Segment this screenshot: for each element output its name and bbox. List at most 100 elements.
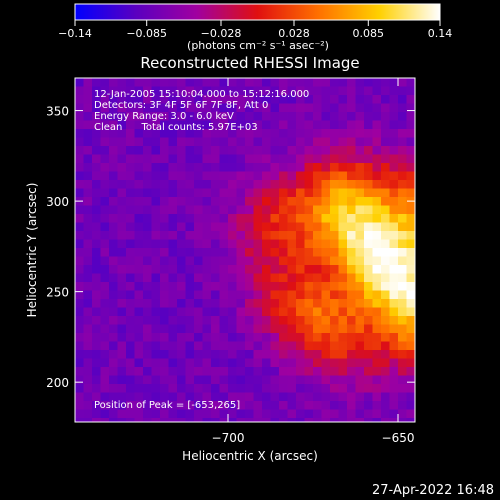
heatmap-cell: [92, 307, 102, 317]
heatmap-cell: [347, 129, 357, 139]
heatmap-cell: [321, 86, 331, 96]
heatmap-cell: [168, 350, 178, 360]
annotation-energy-range: Energy Range: 3.0 - 6.0 keV: [94, 111, 234, 122]
heatmap-cell: [134, 367, 144, 377]
heatmap-cell: [381, 299, 391, 309]
heatmap-cell: [83, 350, 93, 360]
heatmap-cell: [236, 299, 246, 309]
heatmap-cell: [177, 392, 187, 402]
heatmap-cell: [398, 214, 408, 224]
heatmap-cell: [117, 112, 127, 122]
heatmap-cell: [270, 180, 280, 190]
heatmap-cell: [398, 248, 408, 258]
heatmap-cell: [355, 273, 365, 283]
heatmap-cell: [330, 367, 340, 377]
heatmap-cell: [228, 401, 238, 411]
heatmap-cell: [245, 171, 255, 181]
heatmap-cell: [381, 307, 391, 317]
heatmap-cell: [143, 248, 153, 258]
heatmap-cell: [228, 163, 238, 173]
heatmap-cell: [313, 146, 323, 156]
heatmap-cell: [177, 197, 187, 207]
heatmap-cell: [83, 171, 93, 181]
heatmap-cell: [304, 205, 314, 215]
heatmap-cell: [109, 188, 119, 198]
heatmap-cell: [194, 188, 204, 198]
heatmap-cell: [313, 401, 323, 411]
heatmap-cell: [347, 265, 357, 275]
heatmap-cell: [406, 341, 415, 351]
heatmap-cell: [338, 316, 348, 326]
heatmap-cell: [381, 78, 391, 88]
heatmap-cell: [219, 222, 229, 232]
heatmap-cell: [194, 375, 204, 385]
heatmap-cell: [355, 86, 365, 96]
heatmap-cell: [168, 146, 178, 156]
heatmap-cell: [100, 129, 110, 139]
heatmap-cell: [330, 384, 340, 394]
heatmap-cell: [338, 231, 348, 241]
heatmap-cell: [109, 384, 119, 394]
heatmap-cell: [194, 333, 204, 343]
heatmap-cell: [262, 307, 272, 317]
heatmap-cell: [398, 350, 408, 360]
heatmap-cell: [143, 146, 153, 156]
heatmap-cell: [355, 222, 365, 232]
heatmap-cell: [253, 146, 263, 156]
heatmap-cell: [126, 180, 136, 190]
heatmap-cell: [151, 188, 161, 198]
heatmap-cell: [313, 290, 323, 300]
heatmap-cell: [253, 299, 263, 309]
heatmap-cell: [347, 222, 357, 232]
heatmap-cell: [117, 333, 127, 343]
heatmap-cell: [117, 367, 127, 377]
heatmap-cell: [168, 248, 178, 258]
heatmap-cell: [355, 324, 365, 334]
heatmap-cell: [117, 95, 127, 105]
heatmap-cell: [83, 112, 93, 122]
heatmap-cell: [338, 265, 348, 275]
heatmap-cell: [211, 188, 221, 198]
heatmap-cell: [75, 146, 85, 156]
heatmap-cell: [151, 78, 161, 88]
heatmap-cell: [364, 222, 374, 232]
heatmap-cell: [398, 205, 408, 215]
heatmap-cell: [185, 129, 195, 139]
heatmap-cell: [236, 375, 246, 385]
heatmap-cell: [177, 324, 187, 334]
heatmap-cell: [338, 78, 348, 88]
heatmap-cell: [151, 112, 161, 122]
heatmap-cell: [262, 154, 272, 164]
heatmap-cell: [245, 282, 255, 292]
heatmap-cell: [355, 358, 365, 368]
heatmap-cell: [287, 392, 297, 402]
heatmap-cell: [202, 154, 212, 164]
heatmap-cell: [134, 375, 144, 385]
heatmap-cell: [398, 239, 408, 249]
heatmap-cell: [406, 307, 415, 317]
heatmap-cell: [83, 299, 93, 309]
heatmap-cell: [296, 307, 306, 317]
heatmap-cell: [330, 180, 340, 190]
heatmap-cell: [194, 256, 204, 266]
heatmap-cell: [313, 95, 323, 105]
heatmap-cell: [304, 265, 314, 275]
heatmap-cell: [270, 358, 280, 368]
heatmap-cell: [253, 273, 263, 283]
heatmap-cell: [245, 367, 255, 377]
heatmap-cell: [202, 188, 212, 198]
heatmap-cell: [253, 129, 263, 139]
heatmap-cell: [109, 239, 119, 249]
heatmap-cell: [117, 248, 127, 258]
heatmap-cell: [253, 384, 263, 394]
heatmap-cell: [228, 231, 238, 241]
heatmap-cell: [270, 409, 280, 419]
heatmap-cell: [287, 154, 297, 164]
heatmap-cell: [398, 367, 408, 377]
heatmap-cell: [100, 86, 110, 96]
heatmap-cell: [211, 137, 221, 147]
heatmap-cell: [296, 222, 306, 232]
heatmap-cell: [143, 256, 153, 266]
heatmap-cell: [372, 282, 382, 292]
heatmap-cell: [270, 418, 280, 422]
